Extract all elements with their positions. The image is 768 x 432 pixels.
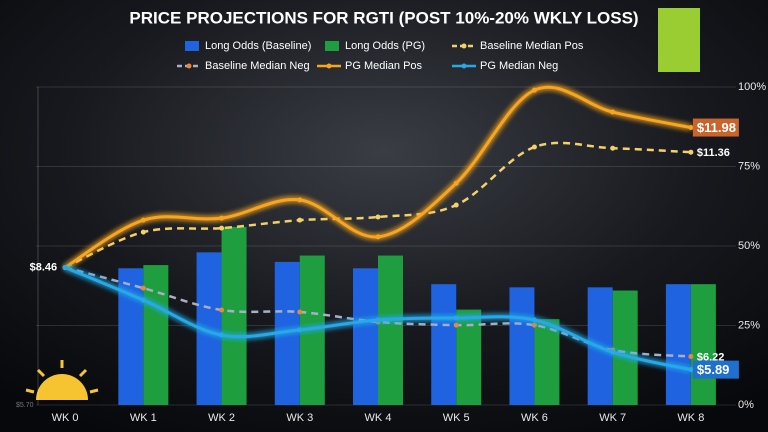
x-tick-label: WK 4 [365, 412, 392, 424]
x-tick-label: WK 7 [599, 412, 626, 424]
legend-swatch [325, 41, 339, 51]
label-box [692, 118, 739, 137]
bar [118, 268, 144, 405]
sun-icon [25, 360, 99, 400]
decor-block [658, 8, 700, 72]
point-marker [62, 264, 68, 270]
point-marker [140, 285, 146, 291]
legend-marker [461, 63, 467, 69]
point-marker [140, 217, 146, 223]
bar [221, 226, 247, 405]
point-marker [610, 145, 616, 151]
chart-title: PRICE PROJECTIONS FOR RGTI (POST 10%-20%… [129, 8, 638, 27]
point-marker [688, 125, 694, 131]
point-marker [531, 322, 537, 328]
x-tick-label: WK 8 [677, 412, 704, 424]
point-marker [610, 349, 616, 355]
y2-tick-label: 100% [738, 81, 766, 93]
point-marker [140, 297, 146, 303]
point-marker [453, 322, 459, 328]
legend-marker [461, 43, 467, 49]
bar [612, 290, 638, 405]
point-marker [453, 202, 459, 208]
bar [353, 268, 378, 405]
point-marker [453, 315, 459, 321]
data-label: $8.46 [30, 261, 58, 273]
bar [143, 265, 169, 405]
x-tick-label: WK 0 [52, 412, 79, 424]
x-tick-label: WK 5 [443, 412, 470, 424]
y2-tick-label: 50% [738, 240, 760, 252]
y2-tick-label: 25% [738, 319, 760, 331]
point-marker [219, 307, 225, 313]
bar [690, 284, 716, 405]
point-marker [297, 309, 303, 315]
point-marker [375, 234, 381, 240]
point-marker [531, 317, 537, 323]
point-marker [531, 87, 537, 93]
bar [378, 255, 403, 405]
legend: Long Odds (Baseline) Long Odds (PG) Baseli… [177, 40, 584, 72]
point-marker [688, 367, 694, 373]
legend-label: PG Median Neg [480, 60, 558, 72]
point-marker [375, 317, 381, 323]
data-label: $6.22 [697, 351, 725, 363]
x-tick-label: WK 2 [208, 412, 235, 424]
data-label: $5.89 [697, 362, 730, 377]
point-marker [219, 215, 225, 221]
y2-tick-label: 75% [738, 160, 760, 172]
point-marker [219, 332, 225, 338]
legend-label: Baseline Median Pos [480, 40, 584, 52]
corner-note: $5.70 [16, 402, 34, 409]
point-marker [453, 180, 459, 186]
x-tick-label: WK 1 [130, 412, 157, 424]
data-label: $11.36 [697, 147, 730, 159]
legend-label: Baseline Median Neg [205, 60, 310, 72]
point-marker [219, 225, 225, 231]
legend-label: PG Median Pos [345, 60, 423, 72]
label-box [692, 360, 739, 379]
bar [534, 319, 560, 405]
x-tick-label: WK 6 [521, 412, 548, 424]
point-marker [610, 109, 616, 115]
bar [665, 284, 691, 405]
point-marker [688, 354, 694, 360]
legend-marker [186, 63, 192, 69]
point-marker [375, 214, 381, 220]
x-tick-label: WK 3 [286, 412, 313, 424]
point-marker [297, 197, 303, 203]
legend-marker [326, 63, 332, 69]
data-label: $11.98 [697, 120, 736, 135]
legend-label: Long Odds (PG) [345, 40, 425, 52]
point-marker [688, 149, 694, 155]
y2-tick-label: 0% [738, 399, 754, 411]
point-marker [140, 229, 146, 235]
point-marker [297, 327, 303, 333]
legend-label: Long Odds (Baseline) [205, 40, 311, 52]
bar [431, 284, 457, 405]
point-marker [531, 144, 537, 150]
point-marker [297, 217, 303, 223]
legend-swatch [185, 41, 199, 51]
bar [509, 287, 535, 405]
